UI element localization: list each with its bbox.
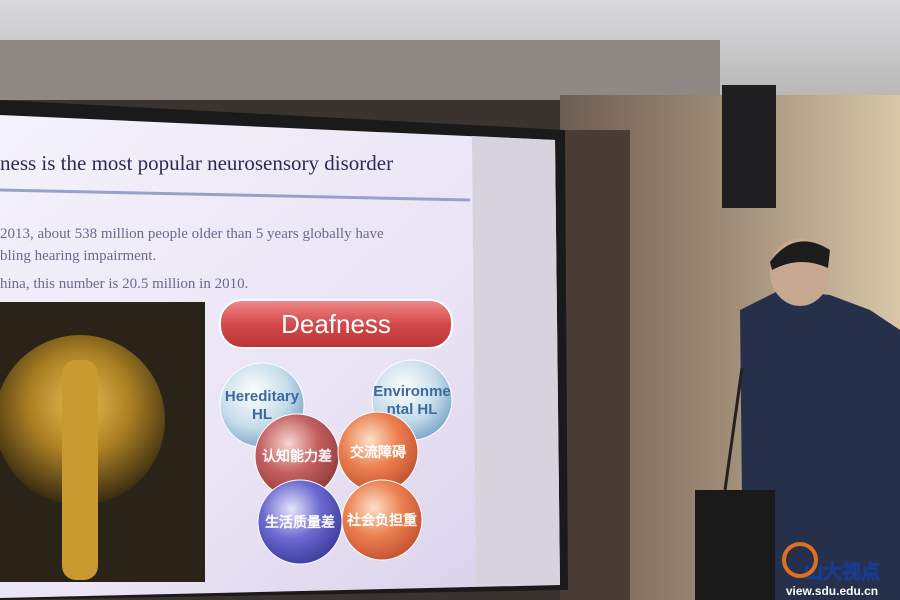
bubble — [341, 479, 423, 561]
bubble-label: 交流障碍 — [350, 444, 406, 460]
bubble-label: 生活质量差 — [265, 514, 335, 530]
bubble-label: 社会负担重 — [346, 512, 417, 528]
watermark-logo — [782, 542, 818, 578]
bullet: 2013, about 538 million people older tha… — [0, 226, 384, 242]
bubble-label: Environme — [373, 383, 451, 400]
person-hair — [770, 241, 830, 270]
bullet: bling hearing impairment. — [0, 248, 156, 264]
ceiling-beam — [0, 40, 720, 100]
bubble-label: HL — [252, 406, 272, 423]
title-rule — [0, 188, 471, 202]
bubble-label: ntal HL — [387, 401, 438, 418]
podium — [695, 490, 775, 600]
bullet: hina, this number is 20.5 million in 201… — [0, 276, 248, 292]
slide-title: ness is the most popular neurosensory di… — [0, 151, 393, 175]
photo-figure — [62, 360, 98, 580]
speaker — [722, 85, 776, 208]
wall-panel — [560, 130, 630, 600]
watermark-name: 山大视点 — [804, 560, 880, 583]
slide-edge — [472, 136, 560, 585]
banner-title: Deafness — [281, 309, 391, 339]
microphone — [723, 367, 744, 491]
watermark-url: view.sdu.edu.cn — [786, 584, 878, 598]
banner — [219, 299, 453, 349]
person-body — [740, 290, 900, 600]
bubble-label: 认知能力差 — [262, 448, 332, 464]
bubble-label: Hereditary — [225, 388, 300, 405]
